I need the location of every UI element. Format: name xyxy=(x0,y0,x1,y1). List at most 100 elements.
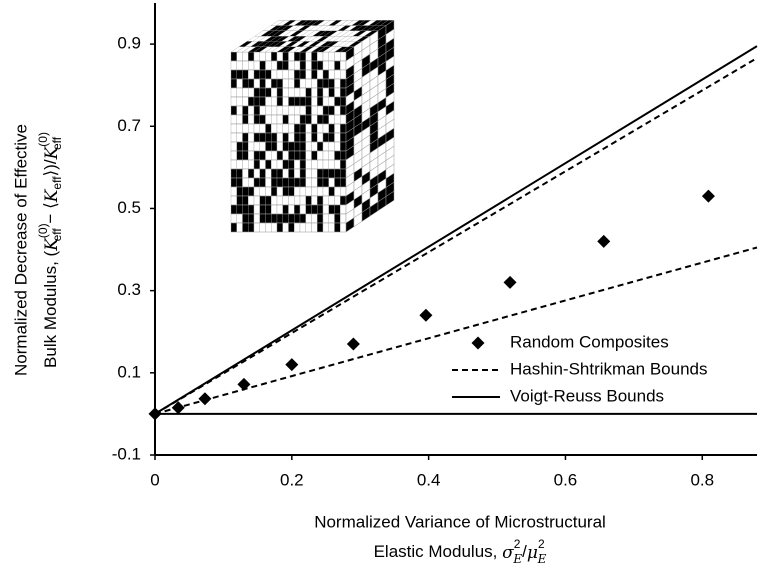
cube-cell xyxy=(253,123,260,134)
cube-cell xyxy=(328,186,335,197)
cube-cell xyxy=(299,186,306,197)
cube-cell xyxy=(299,222,306,233)
cube-cell xyxy=(253,168,260,179)
cube-cell xyxy=(253,87,260,98)
cube-cell xyxy=(334,186,341,197)
cube-cell xyxy=(328,168,335,179)
cube-cell xyxy=(230,141,237,152)
cube-cell xyxy=(265,204,272,215)
cube-cell xyxy=(305,168,312,179)
cube-cell xyxy=(305,132,312,143)
cube-cell xyxy=(259,150,266,161)
cube-cell xyxy=(259,159,266,170)
cube-cell xyxy=(305,204,312,215)
cube-cell xyxy=(328,222,335,233)
cube-cell xyxy=(317,114,324,125)
cube-cell xyxy=(328,195,335,206)
cube-cell xyxy=(311,51,318,62)
cube-cell xyxy=(276,204,283,215)
cube-cell xyxy=(328,159,335,170)
cube-cell xyxy=(271,150,278,161)
cube-cell xyxy=(340,186,347,197)
cube-cell xyxy=(276,51,283,62)
cube-cell xyxy=(271,51,278,62)
cube-cell xyxy=(340,60,347,71)
cube-cell xyxy=(311,195,318,206)
cube-cell xyxy=(259,105,266,116)
cube-cell xyxy=(305,177,312,188)
cube-cell xyxy=(328,78,335,89)
legend-marker xyxy=(471,336,485,350)
cube-cell xyxy=(265,123,272,134)
cube-cell xyxy=(322,168,329,179)
cube-cell xyxy=(248,195,255,206)
cube-cell xyxy=(288,186,295,197)
cube-cell xyxy=(282,78,289,89)
cube-cell xyxy=(259,177,266,188)
bound-line xyxy=(154,57,758,415)
x-axis-label: Elastic Modulus, σ2 E/μ2 E xyxy=(374,537,547,565)
cube-cell xyxy=(282,141,289,152)
cube-cell xyxy=(317,186,324,197)
cube-cell xyxy=(288,168,295,179)
cube-cell xyxy=(242,177,249,188)
cube-cell xyxy=(294,78,301,89)
cube-cell xyxy=(322,51,329,62)
cube-cell xyxy=(317,141,324,152)
cube-cell xyxy=(328,87,335,98)
cube-cell xyxy=(305,141,312,152)
cube-cell xyxy=(294,222,301,233)
cube-cell xyxy=(294,114,301,125)
cube-cell xyxy=(236,69,243,80)
y-tick-label: 0.3 xyxy=(117,280,141,299)
data-point xyxy=(503,275,517,289)
cube-cell xyxy=(317,222,324,233)
cube-cell xyxy=(242,123,249,134)
x-axis-label: Normalized Variance of Microstructural xyxy=(314,512,606,531)
cube-cell xyxy=(276,195,283,206)
cube-cell xyxy=(317,69,324,80)
cube-cell xyxy=(271,114,278,125)
cube-cell xyxy=(230,177,237,188)
cube-cell xyxy=(334,96,341,107)
cube-cell xyxy=(305,69,312,80)
cube-cell xyxy=(265,105,272,116)
cube-cell xyxy=(317,78,324,89)
cube-cell xyxy=(271,123,278,134)
cube-cell xyxy=(322,60,329,71)
cube-cell xyxy=(271,168,278,179)
cube-cell xyxy=(334,168,341,179)
cube-cell xyxy=(253,186,260,197)
cube-cell xyxy=(328,132,335,143)
cube-cell xyxy=(265,186,272,197)
cube-cell xyxy=(322,204,329,215)
cube-cell xyxy=(334,123,341,134)
cube-cell xyxy=(271,132,278,143)
cube-cell xyxy=(276,78,283,89)
cube-cell xyxy=(236,204,243,215)
cube-cell xyxy=(322,123,329,134)
cube-cell xyxy=(317,123,324,134)
bound-line xyxy=(154,246,758,415)
cube-cell xyxy=(242,69,249,80)
cube-cell xyxy=(328,123,335,134)
cube-cell xyxy=(305,195,312,206)
cube-cell xyxy=(322,186,329,197)
cube-cell xyxy=(253,222,260,233)
cube-cell xyxy=(276,60,283,71)
cube-cell xyxy=(322,105,329,116)
cube-cell xyxy=(299,96,306,107)
cube-cell xyxy=(334,60,341,71)
x-tick-label: 0.2 xyxy=(280,470,304,489)
cube-cell xyxy=(311,168,318,179)
cube-cell xyxy=(248,114,255,125)
cube-cell xyxy=(334,213,341,224)
microstructure-inset xyxy=(230,19,395,233)
cube-cell xyxy=(317,87,324,98)
cube-cell xyxy=(230,222,237,233)
cube-cell xyxy=(322,69,329,80)
cube-cell xyxy=(328,96,335,107)
cube-cell xyxy=(328,69,335,80)
cube-cell xyxy=(265,51,272,62)
cube-cell xyxy=(322,195,329,206)
